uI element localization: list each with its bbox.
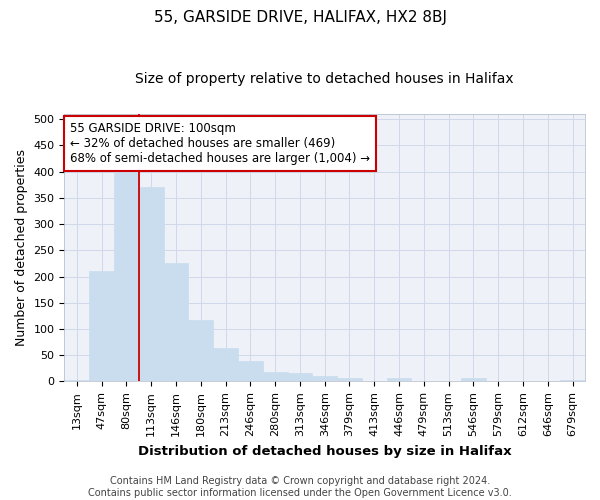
Text: Contains HM Land Registry data © Crown copyright and database right 2024.
Contai: Contains HM Land Registry data © Crown c… — [88, 476, 512, 498]
Text: 55 GARSIDE DRIVE: 100sqm
← 32% of detached houses are smaller (469)
68% of semi-: 55 GARSIDE DRIVE: 100sqm ← 32% of detach… — [70, 122, 370, 165]
Bar — [238, 362, 263, 382]
Text: 55, GARSIDE DRIVE, HALIFAX, HX2 8BJ: 55, GARSIDE DRIVE, HALIFAX, HX2 8BJ — [154, 10, 446, 25]
Bar — [560, 380, 585, 382]
Title: Size of property relative to detached houses in Halifax: Size of property relative to detached ho… — [136, 72, 514, 86]
Bar — [386, 378, 412, 382]
X-axis label: Distribution of detached houses by size in Halifax: Distribution of detached houses by size … — [138, 444, 512, 458]
Bar — [461, 378, 486, 382]
Bar — [313, 376, 337, 382]
Bar — [213, 348, 238, 382]
Bar — [337, 378, 362, 382]
Bar — [263, 372, 287, 382]
Bar — [64, 380, 89, 382]
Bar — [139, 188, 164, 382]
Bar — [188, 320, 213, 382]
Y-axis label: Number of detached properties: Number of detached properties — [15, 149, 28, 346]
Bar — [114, 169, 139, 382]
Bar — [89, 270, 114, 382]
Bar — [164, 263, 188, 382]
Bar — [287, 374, 313, 382]
